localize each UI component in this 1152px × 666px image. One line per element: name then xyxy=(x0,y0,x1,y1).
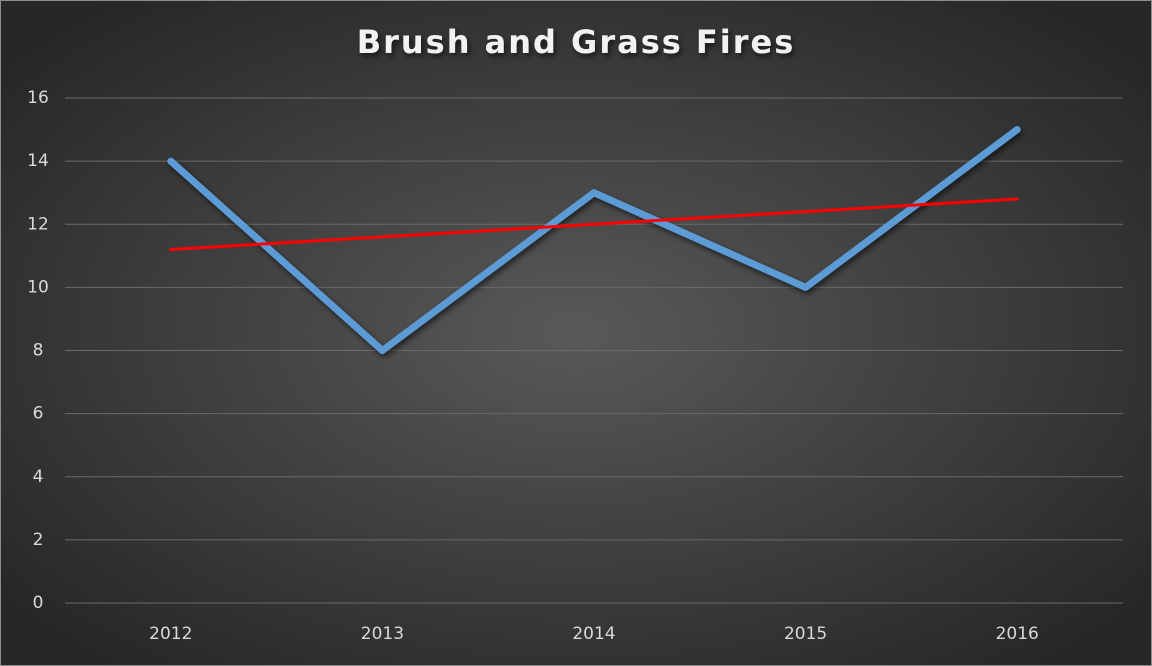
data-line xyxy=(167,126,1021,354)
y-tick-label: 6 xyxy=(33,404,44,424)
trend-line xyxy=(169,197,1019,251)
x-tick-label: 2013 xyxy=(361,624,404,644)
y-tick-label: 16 xyxy=(27,88,49,108)
chart-title: Brush and Grass Fires xyxy=(357,23,796,61)
y-tick-label: 8 xyxy=(33,341,44,361)
x-tick-label: 2012 xyxy=(149,624,192,644)
x-tick-label: 2016 xyxy=(996,624,1039,644)
x-tick-label: 2014 xyxy=(572,624,615,644)
y-tick-label: 4 xyxy=(33,467,44,487)
y-tick-label: 2 xyxy=(33,530,44,550)
y-tick-label: 14 xyxy=(27,151,49,171)
y-tick-label: 10 xyxy=(27,277,49,297)
x-tick-label: 2015 xyxy=(784,624,827,644)
y-tick-label: 0 xyxy=(33,593,44,613)
y-tick-label: 12 xyxy=(27,214,49,234)
